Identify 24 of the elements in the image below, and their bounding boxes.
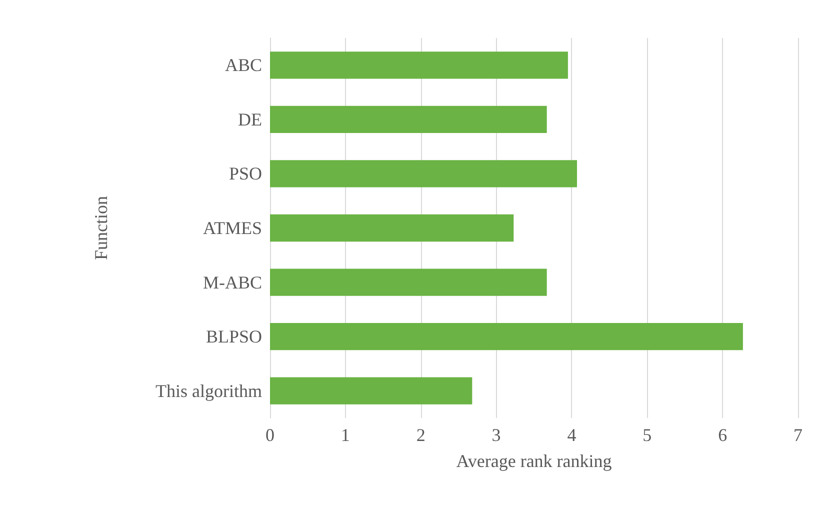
y-tick-label: ABC	[224, 55, 262, 76]
y-tick-label: ATMES	[202, 218, 262, 238]
x-tick-label: 0	[266, 425, 274, 445]
x-tick-label: 3	[492, 425, 501, 445]
x-tick-label: 2	[416, 425, 426, 445]
bar	[270, 160, 577, 188]
bar	[270, 52, 568, 79]
y-axis-title: Function	[91, 196, 111, 260]
y-tick-label: This algorithm	[156, 380, 262, 401]
y-tick-label: BLPSO	[206, 326, 262, 347]
bar	[270, 377, 472, 404]
bar	[270, 268, 547, 296]
y-tick-label: M-ABC	[202, 272, 262, 292]
x-tick-label: 5	[642, 425, 652, 445]
x-tick-label: 1	[340, 425, 350, 445]
x-tick-label: 6	[718, 425, 728, 445]
bar	[270, 214, 514, 242]
x-tick-label: 4	[567, 425, 576, 445]
x-tick-label: 7	[794, 425, 802, 445]
bar	[270, 323, 743, 350]
x-axis-title: Average rank ranking	[456, 451, 612, 471]
y-tick-label: PSO	[228, 164, 262, 184]
bar	[270, 106, 547, 133]
y-tick-label: DE	[238, 109, 262, 130]
